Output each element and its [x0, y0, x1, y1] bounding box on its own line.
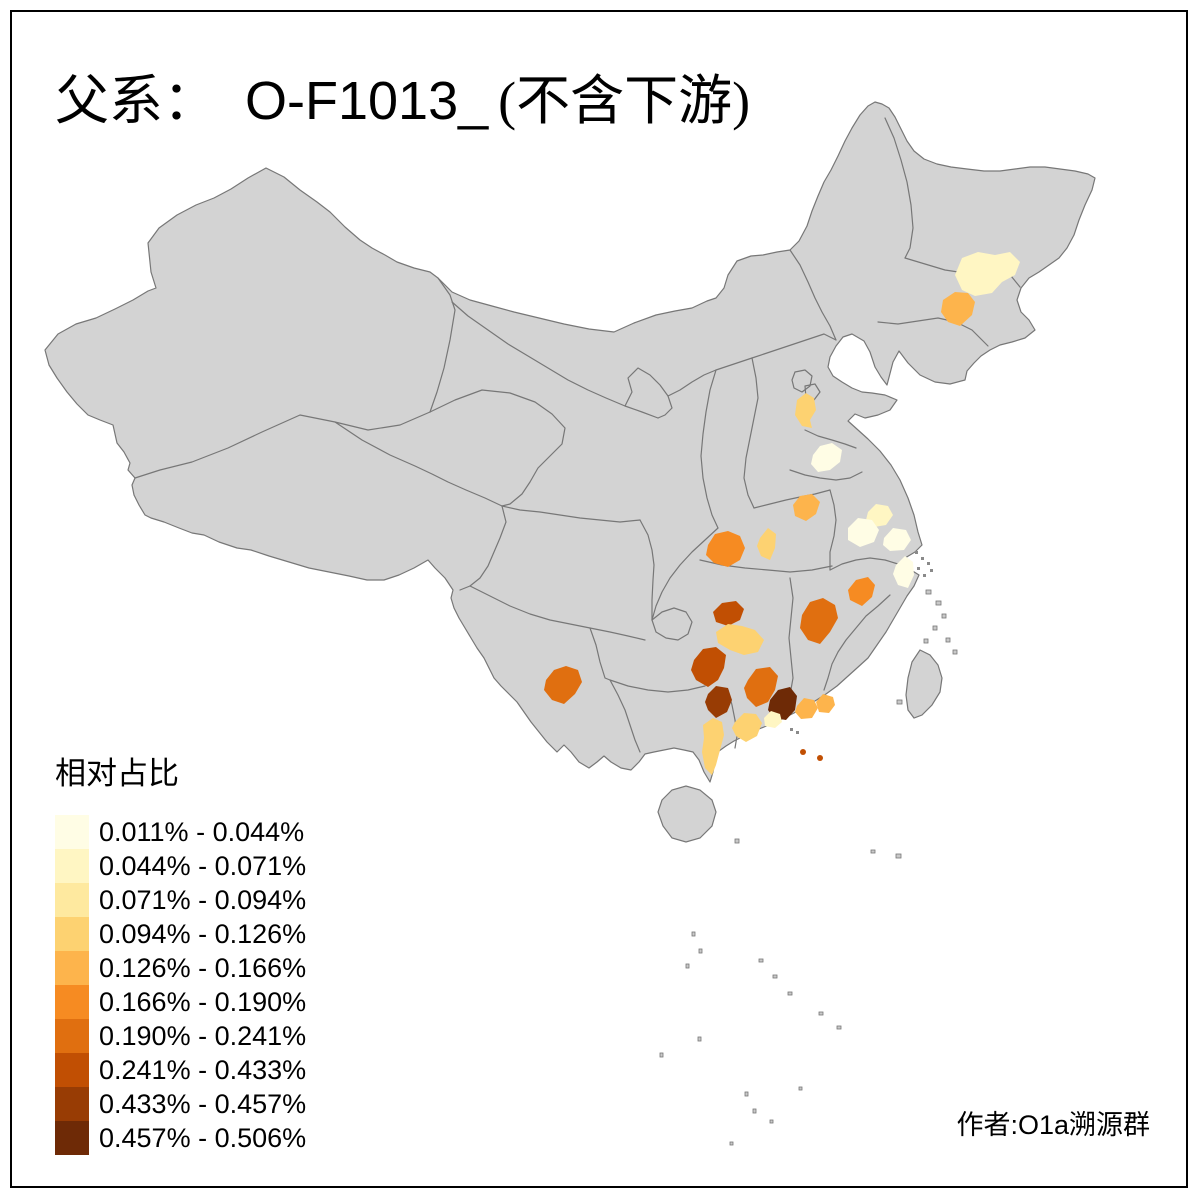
legend: 相对占比 0.011% - 0.044% 0.044% - 0.071% 0.071…	[55, 748, 306, 1155]
hainan-island	[657, 785, 717, 843]
legend-label: 0.094% - 0.126%	[99, 919, 307, 949]
prefecture-region[interactable]	[800, 749, 806, 755]
prefecture-region[interactable]	[941, 292, 975, 326]
legend-swatch	[55, 1087, 89, 1121]
prefecture-region[interactable]	[702, 718, 724, 775]
legend-swatch	[55, 1019, 89, 1053]
prefecture-region[interactable]	[883, 528, 911, 551]
prefecture-region[interactable]	[793, 494, 820, 521]
prefecture-region[interactable]	[757, 528, 776, 560]
prefecture-region[interactable]	[795, 393, 816, 428]
prefecture-region[interactable]	[800, 598, 838, 644]
legend-label: 0.011% - 0.044%	[99, 817, 305, 847]
prefecture-region[interactable]	[955, 252, 1020, 296]
island-specks	[659, 589, 958, 1146]
prefecture-region[interactable]	[706, 531, 745, 567]
prefecture-region[interactable]	[848, 577, 875, 606]
legend-swatch	[55, 917, 89, 951]
attribution: 作者:O1a溯源群	[956, 1110, 1150, 1140]
prefecture-region[interactable]	[768, 687, 797, 720]
legend-swatch	[55, 985, 89, 1019]
legend-swatch	[55, 1121, 89, 1155]
urban-boundary-specks	[790, 551, 933, 734]
legend-swatch	[55, 951, 89, 985]
legend-label: 0.126% - 0.166%	[99, 953, 307, 983]
prefecture-region[interactable]	[713, 601, 744, 626]
legend-rows: 0.011% - 0.044% 0.044% - 0.071% 0.071% - 0…	[55, 815, 306, 1155]
legend-label: 0.044% - 0.071%	[99, 851, 307, 881]
prefecture-region[interactable]	[795, 698, 818, 719]
prefecture-region[interactable]	[764, 711, 782, 728]
legend-swatch	[55, 815, 89, 849]
page-title: 父系： O-F1013_ (不含下游)	[55, 56, 750, 135]
prefecture-region[interactable]	[744, 667, 778, 707]
legend-row: 0.011% - 0.044%	[55, 815, 306, 849]
prefecture-region[interactable]	[816, 694, 835, 713]
legend-label: 0.457% - 0.506%	[99, 1123, 307, 1153]
prefecture-region[interactable]	[817, 755, 823, 761]
title-haplogroup-code: O-F1013_	[245, 71, 489, 131]
title-zh-suffix: (不含下游)	[498, 71, 751, 131]
legend-row: 0.094% - 0.126%	[55, 917, 306, 951]
legend-swatch	[55, 849, 89, 883]
legend-row: 0.044% - 0.071%	[55, 849, 306, 883]
legend-row: 0.433% - 0.457%	[55, 1087, 306, 1121]
legend-label: 0.071% - 0.094%	[99, 885, 307, 915]
legend-label: 0.190% - 0.241%	[99, 1021, 307, 1051]
legend-swatch	[55, 1053, 89, 1087]
prefecture-region[interactable]	[732, 713, 762, 742]
prefecture-region[interactable]	[705, 686, 732, 718]
legend-row: 0.457% - 0.506%	[55, 1121, 306, 1155]
prefecture-region[interactable]	[691, 647, 726, 687]
legend-row: 0.241% - 0.433%	[55, 1053, 306, 1087]
legend-row: 0.166% - 0.190%	[55, 985, 306, 1019]
prefecture-region[interactable]	[716, 624, 764, 655]
legend-row: 0.071% - 0.094%	[55, 883, 306, 917]
colored-prefectures	[544, 252, 1020, 775]
legend-row: 0.126% - 0.166%	[55, 951, 306, 985]
prefecture-region[interactable]	[544, 666, 582, 704]
legend-title: 相对占比	[55, 756, 179, 791]
legend-label: 0.433% - 0.457%	[99, 1089, 307, 1119]
legend-swatch	[55, 883, 89, 917]
legend-row: 0.190% - 0.241%	[55, 1019, 306, 1053]
legend-label: 0.166% - 0.190%	[99, 987, 307, 1017]
title-zh-prefix: 父系：	[55, 71, 217, 131]
prefecture-region[interactable]	[811, 443, 842, 472]
legend-label: 0.241% - 0.433%	[99, 1055, 307, 1085]
province-borders	[134, 117, 1021, 753]
taiwan-island	[905, 649, 943, 719]
prefecture-region[interactable]	[893, 556, 914, 588]
prefecture-region[interactable]	[848, 518, 879, 547]
